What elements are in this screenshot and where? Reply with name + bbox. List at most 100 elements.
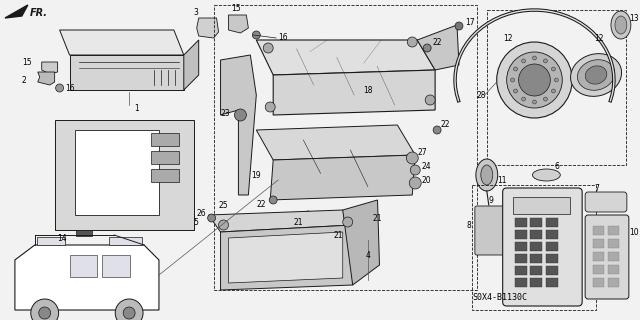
Bar xyxy=(547,230,558,239)
Circle shape xyxy=(304,211,312,219)
Bar xyxy=(515,230,527,239)
Text: 17: 17 xyxy=(465,18,474,27)
Bar xyxy=(608,226,619,235)
Polygon shape xyxy=(256,125,415,160)
Bar xyxy=(513,197,570,214)
Polygon shape xyxy=(38,72,54,85)
Bar xyxy=(515,266,527,275)
Circle shape xyxy=(507,52,563,108)
Circle shape xyxy=(518,64,550,96)
Circle shape xyxy=(513,89,518,93)
Bar xyxy=(74,130,159,215)
Text: 15: 15 xyxy=(22,58,31,67)
Circle shape xyxy=(522,59,525,63)
Text: 21: 21 xyxy=(333,230,342,239)
Bar xyxy=(102,255,130,277)
Text: 27: 27 xyxy=(417,148,427,156)
Bar xyxy=(487,10,626,165)
Text: 25: 25 xyxy=(218,201,228,210)
Circle shape xyxy=(554,78,558,82)
Circle shape xyxy=(252,31,260,39)
Circle shape xyxy=(410,177,421,189)
Bar xyxy=(547,254,558,263)
Bar xyxy=(531,266,543,275)
Polygon shape xyxy=(184,40,198,90)
Text: FR.: FR. xyxy=(30,8,48,18)
FancyBboxPatch shape xyxy=(585,192,627,212)
Bar xyxy=(531,218,543,227)
Polygon shape xyxy=(270,155,415,200)
Polygon shape xyxy=(42,62,58,74)
Polygon shape xyxy=(5,5,28,18)
Text: 16: 16 xyxy=(65,84,75,92)
Polygon shape xyxy=(70,55,184,90)
Polygon shape xyxy=(36,237,65,245)
Polygon shape xyxy=(221,225,353,290)
Polygon shape xyxy=(15,245,159,310)
Circle shape xyxy=(532,100,536,104)
Text: 10: 10 xyxy=(629,228,639,236)
Text: 8: 8 xyxy=(467,220,472,229)
Bar xyxy=(151,151,179,164)
Polygon shape xyxy=(228,232,343,283)
Circle shape xyxy=(406,152,418,164)
Circle shape xyxy=(218,220,228,230)
Text: 14: 14 xyxy=(58,234,67,243)
Circle shape xyxy=(123,307,135,319)
Ellipse shape xyxy=(476,159,498,191)
Ellipse shape xyxy=(615,16,627,34)
Circle shape xyxy=(269,196,277,204)
Circle shape xyxy=(433,126,441,134)
Circle shape xyxy=(343,217,353,227)
Text: 16: 16 xyxy=(278,33,288,42)
Bar xyxy=(70,255,97,277)
Ellipse shape xyxy=(532,169,560,181)
Bar xyxy=(593,252,604,261)
Circle shape xyxy=(115,299,143,320)
Bar xyxy=(608,239,619,248)
Bar xyxy=(531,230,543,239)
Ellipse shape xyxy=(481,165,493,185)
Text: 6: 6 xyxy=(554,162,559,171)
Polygon shape xyxy=(221,55,256,195)
Polygon shape xyxy=(109,237,142,245)
Bar xyxy=(151,133,179,146)
Bar xyxy=(593,265,604,274)
FancyBboxPatch shape xyxy=(502,188,582,306)
Polygon shape xyxy=(343,200,380,285)
Bar xyxy=(593,278,604,287)
Text: 21: 21 xyxy=(372,213,382,222)
Bar xyxy=(515,278,527,287)
Text: 28: 28 xyxy=(477,91,486,100)
Bar xyxy=(54,120,194,230)
Circle shape xyxy=(31,299,59,320)
FancyBboxPatch shape xyxy=(585,215,629,299)
Bar xyxy=(151,169,179,182)
Polygon shape xyxy=(60,30,184,55)
Bar xyxy=(593,226,604,235)
Circle shape xyxy=(532,56,536,60)
Text: 12: 12 xyxy=(594,34,604,43)
Text: 19: 19 xyxy=(252,171,261,180)
Ellipse shape xyxy=(577,60,614,90)
Text: S0X4-B1130C: S0X4-B1130C xyxy=(472,293,527,302)
Text: 22: 22 xyxy=(432,37,442,46)
Text: 20: 20 xyxy=(421,175,431,185)
Text: 13: 13 xyxy=(629,13,639,22)
Bar xyxy=(531,278,543,287)
Circle shape xyxy=(497,42,572,118)
Text: 9: 9 xyxy=(488,196,493,204)
Bar xyxy=(214,5,477,290)
Bar xyxy=(531,242,543,251)
Text: 22: 22 xyxy=(256,199,266,209)
Text: 1: 1 xyxy=(134,103,138,113)
Bar xyxy=(547,242,558,251)
Circle shape xyxy=(552,67,556,71)
Text: 2: 2 xyxy=(22,76,27,84)
Circle shape xyxy=(410,165,420,175)
Text: 24: 24 xyxy=(421,162,431,171)
Circle shape xyxy=(522,97,525,101)
Bar xyxy=(472,185,596,310)
Bar xyxy=(547,278,558,287)
Bar xyxy=(608,265,619,274)
